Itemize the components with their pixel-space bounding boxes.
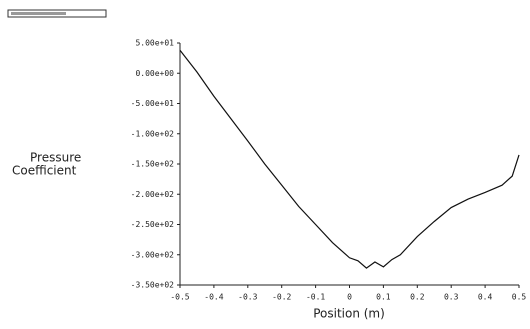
- y-axis-label: Pressure: [30, 151, 81, 165]
- x-tick-label: -0.4: [204, 293, 223, 302]
- x-tick-label: -0.1: [306, 293, 325, 302]
- y-tick-label: -1.50e+02: [131, 160, 175, 169]
- x-tick-label: -0.5: [170, 293, 189, 302]
- x-tick-label: 0.2: [410, 293, 425, 302]
- x-tick-label: 0.4: [478, 293, 493, 302]
- x-axis-label: Position (m): [313, 307, 385, 321]
- y-tick-label: -2.00e+02: [131, 190, 175, 199]
- y-axis-label: Coefficient: [12, 164, 77, 178]
- x-tick-label: 0.1: [376, 293, 391, 302]
- x-tick-label: 0.3: [444, 293, 459, 302]
- y-tick-label: -5.00e+01: [131, 99, 175, 108]
- y-tick-label: 0.00e+00: [135, 69, 174, 78]
- y-tick-label: -3.50e+02: [131, 281, 175, 290]
- y-tick-label: -2.50e+02: [131, 220, 175, 229]
- y-tick-label: -1.00e+02: [131, 129, 175, 138]
- x-tick-label: 0: [347, 293, 352, 302]
- x-tick-label: -0.3: [238, 293, 257, 302]
- y-tick-label: -3.00e+02: [131, 250, 175, 259]
- y-tick-label: 5.00e+01: [135, 39, 174, 48]
- x-tick-label: 0.5: [512, 293, 527, 302]
- x-tick-label: -0.2: [272, 293, 291, 302]
- data-line: [179, 49, 520, 269]
- scale-widget-fill: [11, 12, 66, 15]
